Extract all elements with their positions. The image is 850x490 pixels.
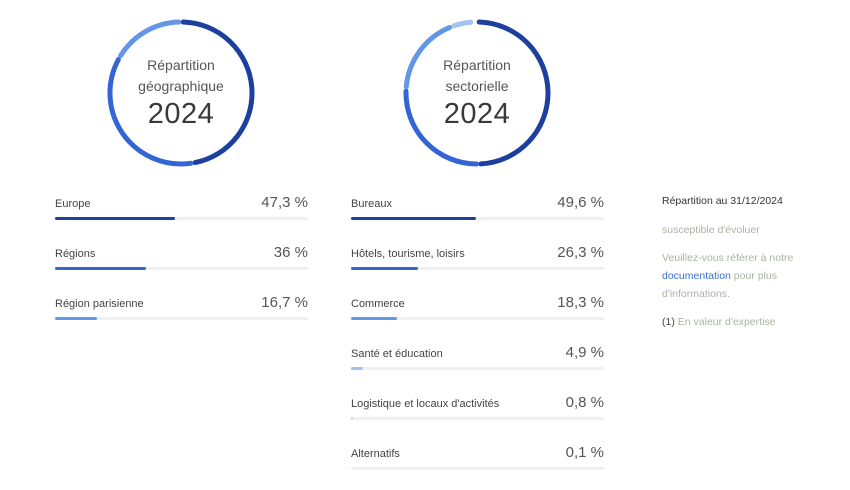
list-item: Alternatifs 0,1 %	[351, 440, 604, 490]
geo-ring-label: Répartition géographique 2024	[106, 18, 256, 168]
list-item: Europe 47,3 %	[55, 190, 308, 240]
item-value: 26,3 %	[557, 244, 604, 261]
item-value: 0,8 %	[565, 394, 604, 411]
footnote-number: (1)	[662, 316, 675, 328]
progress-fill	[55, 317, 98, 320]
progress-track	[55, 267, 308, 270]
geo-ring-title: Répartition géographique	[138, 57, 224, 94]
sector-donut-chart: Répartition sectorielle 2024	[402, 18, 552, 168]
progress-fill	[351, 367, 364, 370]
item-value: 4,9 %	[565, 344, 604, 361]
item-value: 0,1 %	[565, 444, 604, 461]
info-text-pre: Veuillez-vous référer à notre	[662, 252, 794, 264]
item-label: Commerce	[351, 298, 405, 310]
progress-track	[55, 217, 308, 220]
sector-breakdown-list: Bureaux 49,6 % Hôtels, tourisme, loisirs…	[351, 190, 604, 490]
item-label: Logistique et locaux d'activités	[351, 398, 500, 410]
progress-track	[351, 217, 604, 220]
donut-segment	[107, 57, 194, 167]
footnote-text: En valeur d'expertise	[674, 316, 776, 328]
progress-track	[351, 317, 604, 320]
item-label: Europe	[55, 198, 91, 210]
donut-segment	[403, 24, 453, 90]
sector-ring-label: Répartition sectorielle 2024	[402, 18, 552, 168]
item-label: Région parisienne	[55, 298, 144, 310]
donut-segment	[118, 19, 182, 59]
list-item: Santé et éducation 4,9 %	[351, 340, 604, 390]
progress-track	[55, 317, 308, 320]
donut-segment	[451, 19, 474, 29]
sector-ring-title: Répartition sectorielle	[443, 57, 511, 94]
documentation-link[interactable]: documentation	[662, 270, 731, 282]
item-label: Hôtels, tourisme, loisirs	[351, 248, 465, 260]
sector-ring-year: 2024	[443, 98, 511, 130]
info-subtitle: susceptible d'évoluer	[662, 224, 760, 236]
geo-donut-ring	[107, 19, 255, 167]
progress-track	[351, 417, 604, 420]
info-footnote: (1) En valeur d'expertise	[662, 313, 822, 331]
item-label: Régions	[55, 248, 96, 260]
progress-fill	[351, 417, 353, 420]
item-value: 47,3 %	[261, 194, 308, 211]
list-item: Régions 36 %	[55, 240, 308, 290]
info-panel: Répartition au 31/12/2024 susceptible d'…	[662, 195, 822, 331]
progress-track	[351, 367, 604, 370]
item-value: 49,6 %	[557, 194, 604, 211]
progress-track	[351, 267, 604, 270]
donut-segment	[180, 19, 255, 166]
progress-fill	[351, 317, 398, 320]
geo-ring-year: 2024	[147, 98, 215, 130]
item-label: Santé et éducation	[351, 348, 443, 360]
donut-segment	[403, 88, 480, 167]
item-label: Bureaux	[351, 198, 392, 210]
geo-donut-chart: Répartition géographique 2024	[106, 18, 256, 168]
item-label: Alternatifs	[351, 448, 400, 460]
geo-breakdown-list: Europe 47,3 % Régions 36 % Région parisi…	[55, 190, 308, 340]
info-documentation-text: Veuillez-vous référer à notre documentat…	[662, 249, 822, 303]
progress-fill	[55, 217, 175, 220]
list-item: Bureaux 49,6 %	[351, 190, 604, 240]
progress-track	[351, 467, 604, 470]
list-item: Logistique et locaux d'activités 0,8 %	[351, 390, 604, 440]
item-value: 36 %	[273, 244, 308, 261]
list-item: Hôtels, tourisme, loisirs 26,3 %	[351, 240, 604, 290]
item-value: 16,7 %	[261, 294, 308, 311]
item-value: 18,3 %	[557, 294, 604, 311]
progress-fill	[351, 267, 418, 270]
progress-fill	[55, 267, 147, 270]
progress-fill	[351, 217, 477, 220]
donut-segment	[476, 19, 551, 167]
list-item: Commerce 18,3 %	[351, 290, 604, 340]
info-title: Répartition au 31/12/2024	[662, 195, 783, 207]
list-item: Région parisienne 16,7 %	[55, 290, 308, 340]
sector-donut-ring	[403, 19, 551, 167]
info-text-post: pour plus d'informations.	[662, 270, 778, 300]
